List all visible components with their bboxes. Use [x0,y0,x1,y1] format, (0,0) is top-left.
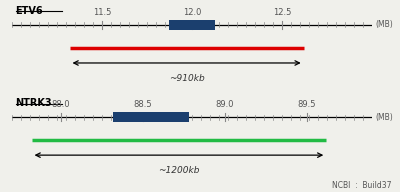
Text: ~1200kb: ~1200kb [158,166,200,175]
Text: (MB): (MB) [376,113,393,122]
Text: 88.5: 88.5 [134,100,152,109]
Text: 12.0: 12.0 [183,7,201,17]
Text: ETV6: ETV6 [16,6,43,16]
Text: NCBI  :  Build37: NCBI : Build37 [332,181,392,190]
Text: NTRK3: NTRK3 [16,98,52,108]
Text: 89.0: 89.0 [216,100,234,109]
Text: 12.5: 12.5 [273,7,291,17]
Text: 89.5: 89.5 [297,100,316,109]
Text: 88.0: 88.0 [52,100,70,109]
Bar [168,20,216,30]
Text: (MB): (MB) [376,21,393,29]
Text: ~910kb: ~910kb [169,74,204,83]
Bar [114,113,189,122]
Text: 11.5: 11.5 [93,7,111,17]
